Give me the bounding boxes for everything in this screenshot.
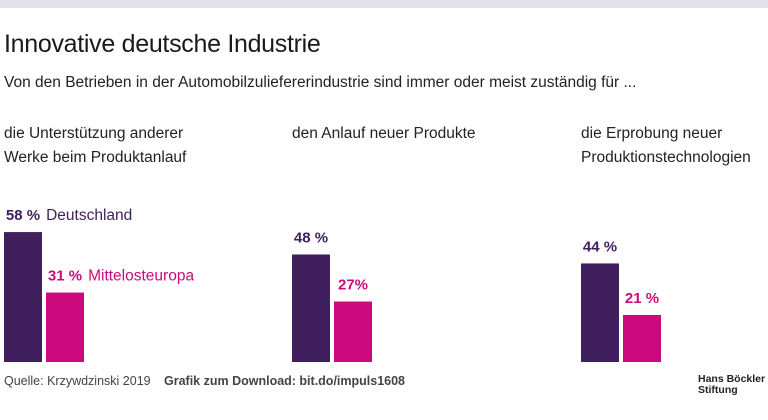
category-label: die Erprobung neuer Produktionstechnolog… [581,125,751,166]
value-label: 27% [338,276,368,293]
value-label: 31 % [48,268,82,285]
category-label: den Anlauf neuer Produkte [292,125,476,142]
source: Quelle: Krzywdzinski 2019 [4,374,151,388]
download-note: Grafik zum Download: bit.do/impuls1608 [164,374,406,388]
category-label: die Unterstützung anderer Werke beim Pro… [4,125,187,166]
bar [623,314,661,362]
chart-subtitle: Von den Betrieben in der Automobilzulief… [4,74,637,91]
bar [292,254,330,362]
bar [581,263,619,362]
bar [4,232,42,362]
bar [46,292,84,362]
legend-label: Mittelosteuropa [88,268,194,285]
logo: Hans Böckler Stiftung [698,373,766,396]
value-label: 48 % [294,229,328,246]
bar [334,301,372,362]
value-label: 58 % [6,207,40,224]
chart-title: Innovative deutsche Industrie [4,30,321,58]
legend-label: Deutschland [46,207,132,224]
value-label: 21 % [625,290,659,307]
top-band [0,0,768,8]
value-label: 44 % [583,238,617,255]
